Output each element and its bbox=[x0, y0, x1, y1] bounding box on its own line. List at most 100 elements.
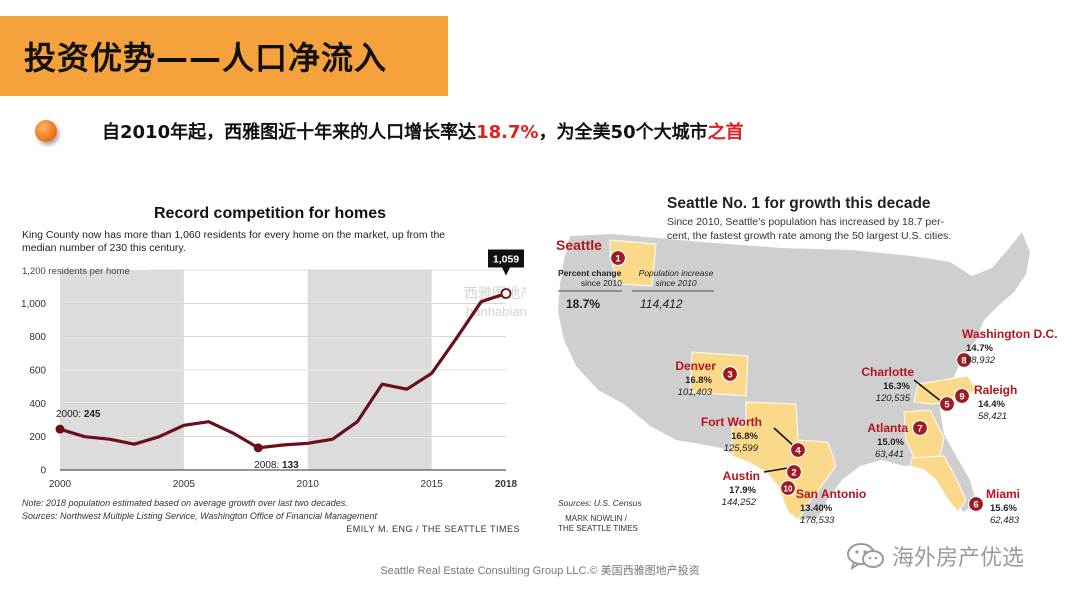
marker-rank-number: 5 bbox=[944, 400, 950, 411]
city-pop: 125,599 bbox=[724, 443, 759, 454]
marker-rank-1: 1 bbox=[609, 249, 627, 267]
y-tick-labels: 1,000 800 600 400 200 0 bbox=[21, 299, 46, 477]
x-tick-labels: 2000 2005 2010 2015 2018 bbox=[49, 479, 518, 490]
chart-sources: Sources: Northwest Multiple Listing Serv… bbox=[22, 511, 377, 521]
city-pct: 17.9% bbox=[729, 485, 756, 496]
city-pop: 58,421 bbox=[978, 411, 1007, 422]
chart-note: Note: 2018 population estimated based on… bbox=[22, 498, 348, 508]
chart-title: Record competition for homes bbox=[154, 205, 386, 222]
map-title: Seattle No. 1 for growth this decade bbox=[667, 195, 931, 212]
city-pop: 88,932 bbox=[966, 355, 996, 366]
marker-rank-3: 3 bbox=[721, 365, 739, 383]
marker-circle bbox=[721, 365, 739, 383]
data-point-2018 bbox=[500, 288, 512, 299]
y-tick-label: 200 bbox=[29, 432, 46, 443]
florida-state bbox=[909, 455, 967, 513]
city-markers: 1 2 3 4 5 6 7 8 9 10 bbox=[609, 249, 985, 513]
subtitle-highlight-rate: 18.7% bbox=[476, 122, 539, 143]
x-tick-label: 2010 bbox=[297, 479, 320, 490]
title-banner: 投资优势——人口净流入 bbox=[0, 16, 448, 96]
city-pct: 15.6% bbox=[990, 503, 1017, 514]
marker-rank-4: 4 bbox=[789, 441, 807, 459]
marker-rank-number: 1 bbox=[615, 254, 621, 265]
pointer-charlotte bbox=[913, 379, 943, 403]
city-label-austin: Austin 17.9%144,252 bbox=[722, 469, 760, 508]
wechat-account-name: 海外房产优选 bbox=[892, 546, 1025, 571]
y-tick-label: 400 bbox=[29, 399, 46, 410]
x-tick-label: 2015 bbox=[421, 479, 444, 490]
marker-circle bbox=[609, 249, 627, 267]
page-title: 投资优势——人口净流入 bbox=[24, 39, 388, 77]
marker-rank-number: 3 bbox=[727, 370, 732, 381]
marker-rank-8: 8 bbox=[955, 351, 973, 369]
series-line-residents-per-home bbox=[58, 291, 508, 450]
watermark-line1: 西雅图地产 bbox=[464, 285, 526, 301]
bullet-icon bbox=[35, 120, 57, 142]
y-tick-label: 800 bbox=[29, 332, 46, 343]
pop-header-line2: since 2010 bbox=[655, 278, 696, 288]
city-pct: 16.8% bbox=[685, 375, 712, 386]
city-pct: 14.4% bbox=[978, 399, 1005, 410]
city-pct: 15.0% bbox=[877, 437, 904, 448]
city-label-charlotte: Charlotte 16.3%120,535 bbox=[861, 365, 914, 404]
chart-subtitle-line1: King County now has more than 1,060 resi… bbox=[22, 229, 445, 241]
marker-circle bbox=[967, 495, 985, 513]
callout-1059: 1,059 bbox=[488, 249, 524, 276]
data-points bbox=[55, 288, 512, 453]
callout-box bbox=[488, 249, 524, 268]
city-label-washington-d-c-: Washington D.C. 14.7%88,932 bbox=[962, 327, 1058, 366]
map-desc-line1: Since 2010, Seattle’s population has inc… bbox=[667, 216, 945, 228]
marker-rank-5: 5 bbox=[938, 395, 956, 413]
marker-circle bbox=[955, 351, 973, 369]
city-pct: 14.7% bbox=[966, 343, 993, 354]
city-name: Fort Worth bbox=[701, 415, 762, 429]
city-label-raleigh: Raleigh 14.4%58,421 bbox=[974, 383, 1017, 422]
marker-circle bbox=[779, 479, 797, 497]
marker-circle bbox=[938, 395, 956, 413]
city-name: Atlanta bbox=[867, 421, 908, 435]
seattle-pop-value: 114,412 bbox=[640, 297, 683, 311]
marker-rank-number: 9 bbox=[959, 392, 964, 403]
seattle-label: Seattle bbox=[556, 237, 602, 253]
marker-rank-2: 2 bbox=[785, 463, 803, 481]
callout-pointer bbox=[502, 267, 510, 276]
marker-rank-10: 10 bbox=[779, 479, 797, 497]
data-point-2000 bbox=[55, 424, 65, 434]
annotation-2008: 2008: 133 bbox=[254, 460, 299, 471]
marker-circle bbox=[785, 463, 803, 481]
marker-rank-number: 2 bbox=[791, 468, 796, 479]
grid-lines bbox=[60, 269, 506, 471]
watermark-line2: hanhabian bbox=[466, 304, 526, 319]
us-growth-map: Seattle No. 1 for growth this decade Sin… bbox=[556, 195, 1058, 533]
city-name: Denver bbox=[675, 359, 716, 373]
marker-rank-7: 7 bbox=[911, 419, 929, 437]
marker-rank-9: 9 bbox=[953, 387, 971, 405]
pop-header-line1: Population increase bbox=[639, 268, 714, 278]
marker-rank-number: 4 bbox=[795, 446, 801, 457]
line-chart-panel: Record competition for homes King County… bbox=[14, 196, 534, 536]
map-credit-line2: THE SEATTLE TIMES bbox=[558, 524, 638, 533]
y-tick-label: 0 bbox=[40, 466, 46, 477]
city-pop: 101,403 bbox=[678, 387, 713, 398]
city-pop: 178,533 bbox=[800, 515, 835, 526]
subtitle-text-1: 自2010年起，西雅图近十年来的人口增长率达 bbox=[102, 122, 477, 143]
city-name: Raleigh bbox=[974, 383, 1017, 397]
marker-circle bbox=[789, 441, 807, 459]
marker-circle bbox=[911, 419, 929, 437]
city-pop: 120,535 bbox=[876, 393, 911, 404]
city-label-fort-worth: Fort Worth 16.8%125,599 bbox=[701, 415, 762, 454]
map-sources: Sources: U.S. Census bbox=[558, 498, 642, 508]
marker-rank-number: 6 bbox=[973, 500, 978, 511]
city-pop: 63,441 bbox=[875, 449, 904, 460]
x-tick-label: 2005 bbox=[173, 479, 196, 490]
city-pct: 13.40% bbox=[800, 503, 833, 514]
seattle-pct-value: 18.7% bbox=[566, 297, 600, 311]
annotation-2000: 2000: 245 bbox=[56, 409, 101, 420]
chart-subtitle-line2: median number of 230 this century. bbox=[22, 242, 186, 254]
map-desc-line2: cent, the fastest growth rate among the … bbox=[667, 230, 951, 242]
city-name: Charlotte bbox=[861, 365, 914, 379]
pct-header-line1: Percent change bbox=[558, 268, 622, 278]
map-credit-line1: MARK NOWLIN / bbox=[565, 514, 628, 523]
x-tick-label: 2018 bbox=[495, 479, 518, 490]
